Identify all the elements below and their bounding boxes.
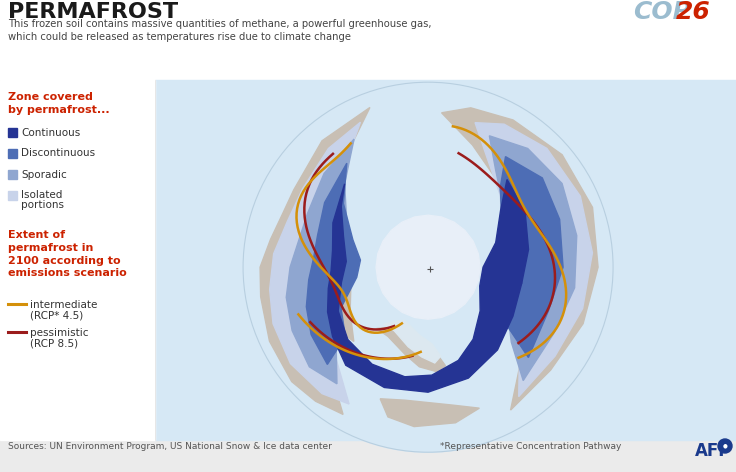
- Text: portions: portions: [21, 200, 64, 210]
- Text: Sources: UN Environment Program, US National Snow & Ice data center: Sources: UN Environment Program, US Nati…: [8, 442, 332, 451]
- Text: PERMAFROST: PERMAFROST: [8, 2, 178, 22]
- Polygon shape: [503, 188, 522, 284]
- Text: ●: ●: [723, 444, 727, 448]
- Bar: [8, 149, 17, 158]
- Text: Sporadic: Sporadic: [21, 169, 67, 179]
- Text: Zone covered
by permafrost...: Zone covered by permafrost...: [8, 92, 110, 115]
- Bar: [155, 80, 736, 440]
- Bar: [0, 80, 155, 440]
- Circle shape: [243, 82, 613, 452]
- Polygon shape: [376, 215, 480, 319]
- Polygon shape: [286, 139, 354, 384]
- Text: Discontinuous: Discontinuous: [21, 149, 95, 159]
- Polygon shape: [489, 136, 577, 380]
- Text: (RCP 8.5): (RCP 8.5): [30, 338, 78, 348]
- Polygon shape: [377, 326, 445, 372]
- Bar: [8, 169, 17, 178]
- Bar: [0, 0, 736, 80]
- Text: Continuous: Continuous: [21, 127, 80, 137]
- Polygon shape: [328, 179, 528, 392]
- Text: COP: COP: [633, 0, 691, 24]
- Polygon shape: [383, 320, 441, 363]
- Polygon shape: [475, 123, 592, 396]
- Text: AFP: AFP: [695, 442, 732, 460]
- Polygon shape: [381, 399, 479, 427]
- Polygon shape: [442, 108, 598, 410]
- Text: This frozen soil contains massive quantities of methane, a powerful greenhouse g: This frozen soil contains massive quanti…: [8, 19, 431, 42]
- Bar: [8, 127, 17, 136]
- Polygon shape: [260, 108, 370, 414]
- Bar: [8, 191, 17, 200]
- Polygon shape: [489, 157, 563, 357]
- Polygon shape: [269, 122, 361, 404]
- Text: Isolated: Isolated: [21, 191, 63, 201]
- Polygon shape: [334, 288, 354, 341]
- Text: *Representative Concentration Pathway: *Representative Concentration Pathway: [440, 442, 621, 451]
- Circle shape: [718, 439, 732, 453]
- Bar: [0, 440, 736, 472]
- Text: pessimistic: pessimistic: [30, 328, 88, 338]
- Polygon shape: [306, 163, 361, 364]
- Text: Extent of
permafrost in
2100 according to
emissions scenario: Extent of permafrost in 2100 according t…: [8, 230, 127, 278]
- Text: 26: 26: [676, 0, 711, 24]
- Text: intermediate: intermediate: [30, 300, 97, 310]
- Text: (RCP* 4.5): (RCP* 4.5): [30, 310, 83, 320]
